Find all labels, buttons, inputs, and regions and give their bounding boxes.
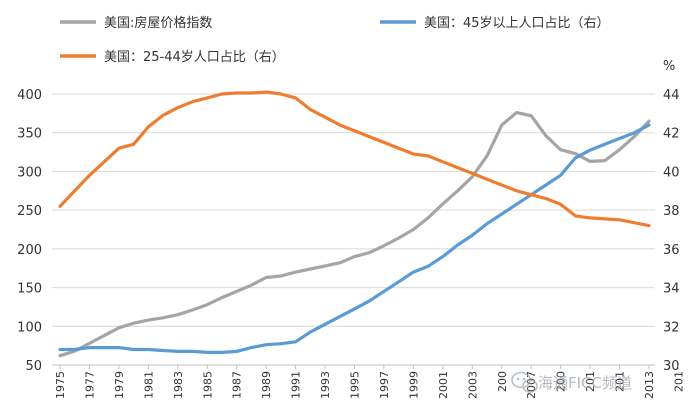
left-tick-label: 200 [17,243,42,258]
x-tick-label: 1999 [407,371,420,399]
x-tick-label: 2003 [466,371,479,399]
x-tick-label: 1993 [319,371,332,399]
x-tick-label: 200 [555,371,568,392]
left-tick-label: 50 [25,359,42,374]
left-tick-label: 150 [17,282,42,297]
right-axis: 30 32 34 36 38 40 42 44 [663,88,680,374]
right-tick-label: 32 [663,320,680,335]
left-tick-label: 100 [17,320,42,335]
x-tick-label: 1997 [378,371,391,399]
left-tick-label: 400 [17,88,42,103]
x-tick-label: 1979 [113,371,126,399]
right-axis-unit: % [663,59,675,74]
x-tick-label: 1991 [290,371,303,399]
x-axis: 1975 1977 1979 1981 1983 1985 1987 1989 1991 1993… [54,365,685,399]
x-tick-label: 2013 [643,371,656,399]
watermark: 海通FICC频道 [511,371,632,393]
x-tick-label: 1987 [231,371,244,399]
right-tick-label: 34 [663,282,680,297]
wechat-icon [511,371,538,393]
x-tick-label: 201 [614,371,627,392]
x-tick-label: 1989 [260,371,273,399]
gridlines [52,93,655,366]
right-tick-label: 44 [663,88,680,103]
legend-label-1: 美国：45岁以上人口占比（右） [424,16,610,31]
x-tick-label: 2001 [437,371,450,399]
series-lines [58,90,651,358]
legend-label-0: 美国:房屋价格指数 [104,15,212,31]
x-tick-label: 1977 [83,371,96,399]
right-tick-label: 38 [663,204,680,219]
series-line-0 [58,110,651,358]
series-line-2 [58,90,651,228]
x-tick-label: 1995 [349,371,362,399]
left-tick-label: 350 [17,127,42,142]
right-tick-label: 42 [663,127,680,142]
right-tick-label: 40 [663,165,680,180]
left-tick-label: 250 [17,204,42,219]
legend: 美国:房屋价格指数 美国：45岁以上人口占比（右） 美国：25-44岁人口占比（右） [60,15,610,65]
left-axis: 50 100 150 200 250 300 350 400 [17,88,42,374]
right-tick-label: 30 [663,359,680,374]
watermark-text: 海通FICC频道 [538,374,632,392]
x-tick-label: 201 [672,371,685,392]
left-tick-label: 300 [17,165,42,180]
x-tick-label: 1985 [201,371,214,399]
x-tick-label: 201 [584,371,597,392]
legend-label-2: 美国：25-44岁人口占比（右） [104,50,285,65]
series-line-1 [58,123,651,354]
x-tick-label: 1975 [54,371,67,399]
x-tick-label: 1981 [142,371,155,399]
right-tick-label: 36 [663,243,680,258]
x-tick-label: 1983 [172,371,185,399]
x-tick-label: 200 [496,371,509,392]
